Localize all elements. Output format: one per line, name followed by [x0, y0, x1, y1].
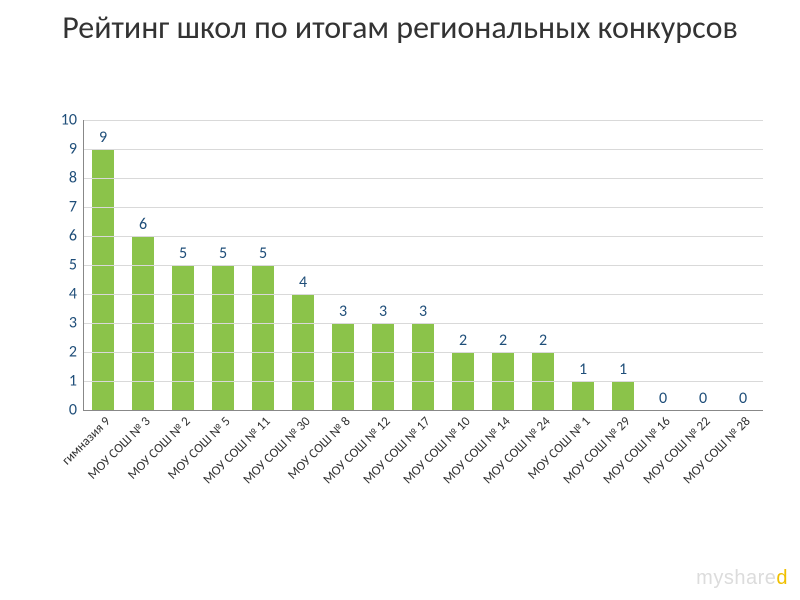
bar-value-label: 3 — [379, 302, 387, 321]
y-tick-label: 4 — [69, 285, 83, 304]
bar — [252, 265, 274, 410]
watermark-suffix: d — [776, 567, 788, 589]
gridline — [83, 236, 763, 237]
bar-value-label: 2 — [539, 331, 547, 350]
y-tick-label: 5 — [69, 256, 83, 275]
gridline — [83, 381, 763, 382]
chart-plot-area: 96555433322211000 012345678910 — [83, 120, 763, 410]
gridline — [83, 120, 763, 121]
bar-value-label: 6 — [139, 215, 147, 234]
gridline — [83, 352, 763, 353]
gridline — [83, 178, 763, 179]
y-tick-label: 9 — [69, 140, 83, 159]
gridline — [83, 323, 763, 324]
y-tick-label: 0 — [69, 401, 83, 420]
bar-value-label: 2 — [499, 331, 507, 350]
y-tick-label: 7 — [69, 198, 83, 217]
bar-value-label: 5 — [219, 244, 227, 263]
bar-value-label: 0 — [739, 389, 747, 408]
y-tick-label: 6 — [69, 227, 83, 246]
gridline — [83, 265, 763, 266]
y-tick-label: 8 — [69, 169, 83, 188]
bar — [412, 323, 434, 410]
bar-value-label: 3 — [339, 302, 347, 321]
watermark: myshared — [696, 567, 788, 590]
bar — [332, 323, 354, 410]
bar — [572, 381, 594, 410]
y-tick-label: 2 — [69, 343, 83, 362]
bar-value-label: 1 — [579, 360, 587, 379]
bar — [372, 323, 394, 410]
bar-value-label: 5 — [259, 244, 267, 263]
bar-value-label: 4 — [299, 273, 307, 292]
y-tick-label: 10 — [61, 111, 83, 130]
bar-value-label: 5 — [179, 244, 187, 263]
gridline — [83, 207, 763, 208]
y-axis-line — [83, 120, 84, 410]
bar — [172, 265, 194, 410]
y-tick-label: 3 — [69, 314, 83, 333]
bar-value-label: 0 — [659, 389, 667, 408]
bar — [92, 149, 114, 410]
bar-value-label: 9 — [99, 128, 107, 147]
bar — [612, 381, 634, 410]
y-tick-label: 1 — [69, 372, 83, 391]
bar-value-label: 0 — [699, 389, 707, 408]
gridline — [83, 149, 763, 150]
bar-value-label: 3 — [419, 302, 427, 321]
bar-value-label: 1 — [619, 360, 627, 379]
x-axis-line — [83, 410, 763, 411]
bar-value-label: 2 — [459, 331, 467, 350]
slide: Рейтинг школ по итогам региональных конк… — [0, 0, 800, 600]
schools-bar-chart: 96555433322211000 012345678910 гимназия … — [0, 0, 800, 600]
watermark-prefix: myshare — [696, 567, 776, 589]
bar — [212, 265, 234, 410]
gridline — [83, 294, 763, 295]
